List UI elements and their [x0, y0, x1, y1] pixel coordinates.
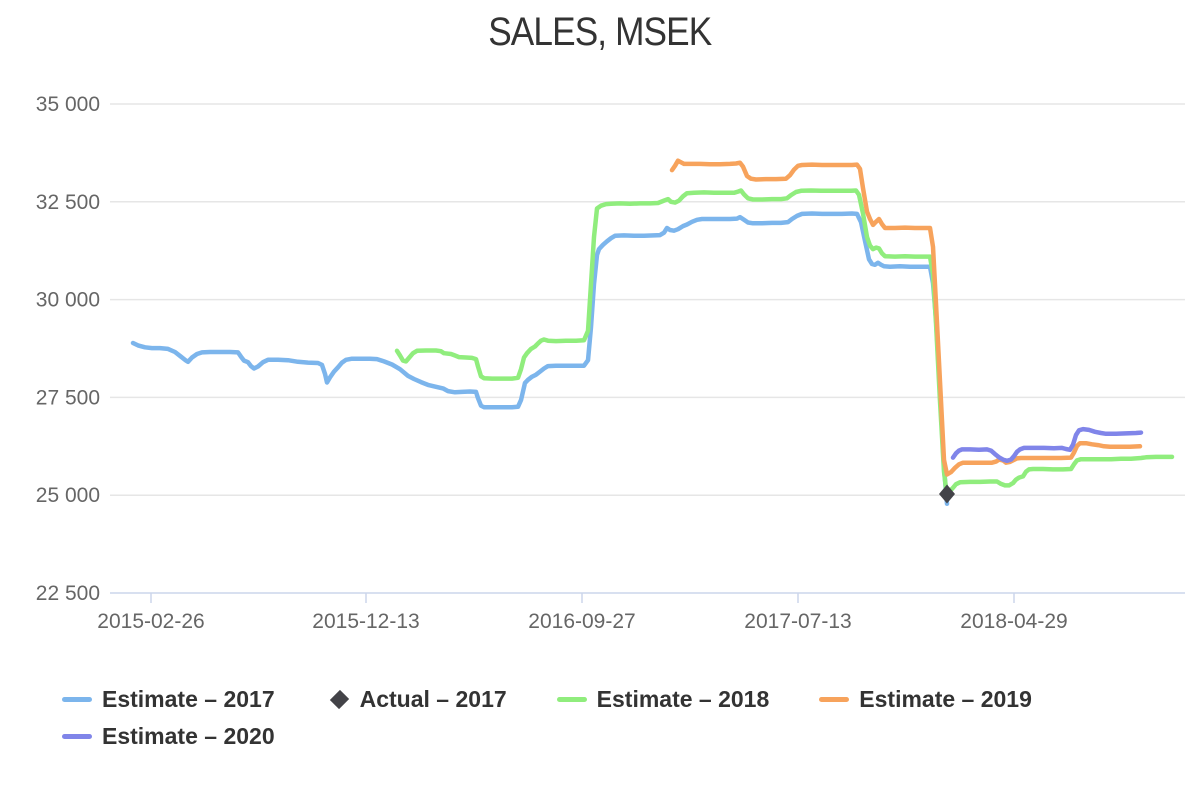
x-axis-label: 2018-04-29 [960, 610, 1067, 633]
x-axis-label: 2017-07-13 [744, 610, 851, 633]
legend-line-icon [819, 697, 850, 702]
legend-item-label: Estimate – 2019 [859, 686, 1032, 712]
legend-item-estimate-2018[interactable]: Estimate – 2018 [556, 686, 770, 713]
y-axis-label: 35 000 [36, 93, 100, 116]
series-line-estimate-2018[interactable] [394, 188, 1175, 494]
series-line-estimate-2017[interactable] [130, 211, 950, 507]
legend-item-label: Estimate – 2020 [102, 723, 275, 749]
x-axis-label: 2015-12-13 [312, 610, 419, 633]
series-line-estimate-2020[interactable] [950, 426, 1144, 464]
marker-diamond-actual-2017[interactable] [939, 484, 955, 504]
chart-title-text: SALES, MSEK [488, 10, 712, 54]
legend-item-actual-2017[interactable]: Actual – 2017 [325, 686, 507, 713]
y-axis-label: 25 000 [36, 484, 100, 507]
legend-item-estimate-2017[interactable]: Estimate – 2017 [62, 686, 275, 713]
chart-title: SALES, MSEK [0, 10, 1200, 55]
chart-plot: 35 000 32 500 30 000 27 500 25 000 22 500 2015… [36, 93, 1185, 633]
legend-item-label: Estimate – 2017 [102, 686, 275, 712]
y-axis-label: 32 500 [36, 191, 100, 214]
series-line-estimate-2019[interactable] [669, 158, 1143, 477]
legend-line-icon [62, 734, 92, 739]
legend-line-icon [556, 697, 587, 702]
legend-item-estimate-2019[interactable]: Estimate – 2019 [819, 686, 1032, 713]
legend-item-estimate-2020[interactable]: Estimate – 2020 [62, 723, 275, 750]
x-axis-label: 2016-09-27 [528, 610, 635, 633]
x-axis-label: 2015-02-26 [97, 610, 204, 633]
legend-diamond-icon [329, 689, 349, 710]
y-axis-label: 30 000 [36, 289, 100, 312]
legend-item-label: Actual – 2017 [359, 686, 507, 712]
y-axis-label: 27 500 [36, 386, 100, 409]
legend: Estimate – 2017 Actual – 2017 Estimate – 2… [0, 686, 1180, 750]
legend-line-icon [62, 697, 92, 702]
legend-item-label: Estimate – 2018 [596, 686, 770, 712]
y-axis-label: 22 500 [36, 582, 100, 605]
